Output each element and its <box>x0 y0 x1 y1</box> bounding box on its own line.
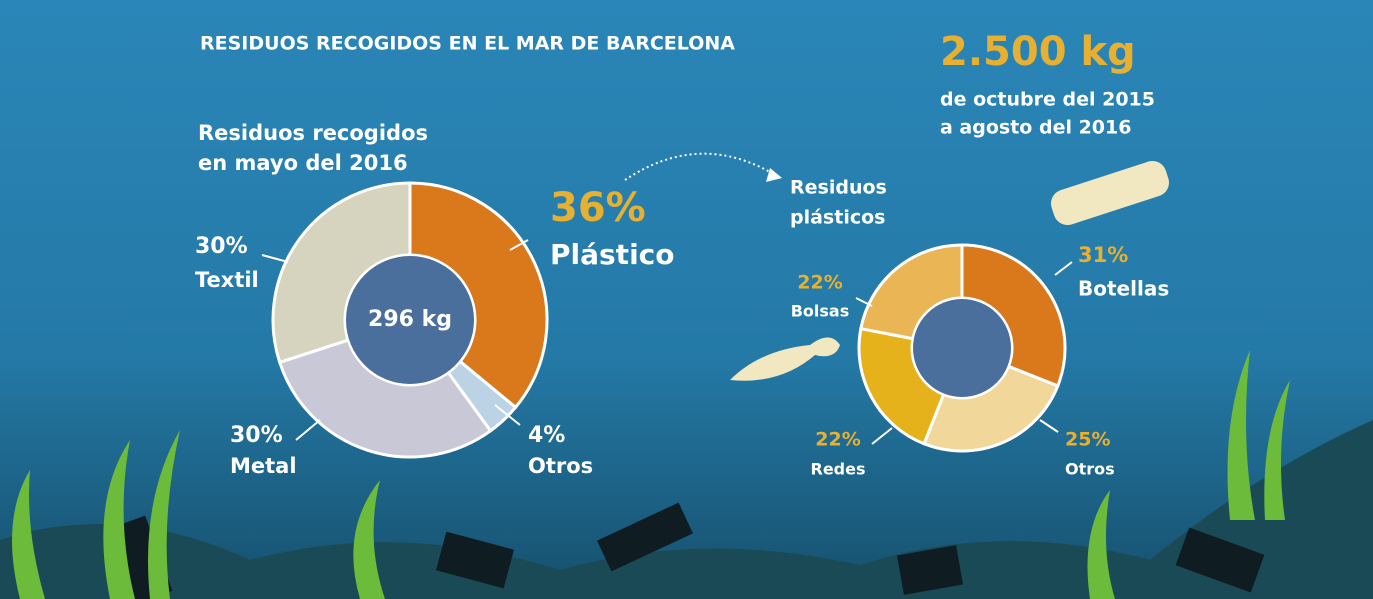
pie-title: en mayo del 2016 <box>198 151 408 175</box>
total-period: de octubre del 2015 <box>940 89 1155 111</box>
pie-title: Residuos <box>790 177 887 199</box>
value-label: 36% <box>550 185 646 231</box>
category-label: Redes <box>811 460 866 479</box>
value-label: 30% <box>230 423 283 448</box>
category-label: Metal <box>230 454 297 478</box>
value-label: 31% <box>1078 243 1128 267</box>
category-label: Plástico <box>550 238 675 271</box>
category-label: Otros <box>1065 460 1115 479</box>
category-label: Otros <box>528 454 593 478</box>
value-label: 25% <box>1065 429 1110 451</box>
pie-title: Residuos recogidos <box>198 121 428 145</box>
value-label: 4% <box>528 423 565 448</box>
total-amount: 2.500 kg <box>940 29 1136 75</box>
total-period: a agosto del 2016 <box>940 117 1131 139</box>
infographic: RESIDUOS RECOGIDOS EN EL MAR DE BARCELON… <box>0 0 1373 599</box>
value-label: 22% <box>797 272 842 294</box>
donut-center <box>913 299 1011 397</box>
pie-title: plásticos <box>790 207 885 229</box>
category-label: Textil <box>195 268 259 292</box>
category-label: Bolsas <box>791 302 850 321</box>
value-label: 30% <box>195 234 248 259</box>
category-label: Botellas <box>1078 277 1169 301</box>
center-label: 296 kg <box>368 307 452 332</box>
main-title: RESIDUOS RECOGIDOS EN EL MAR DE BARCELON… <box>200 33 735 55</box>
value-label: 22% <box>815 429 860 451</box>
